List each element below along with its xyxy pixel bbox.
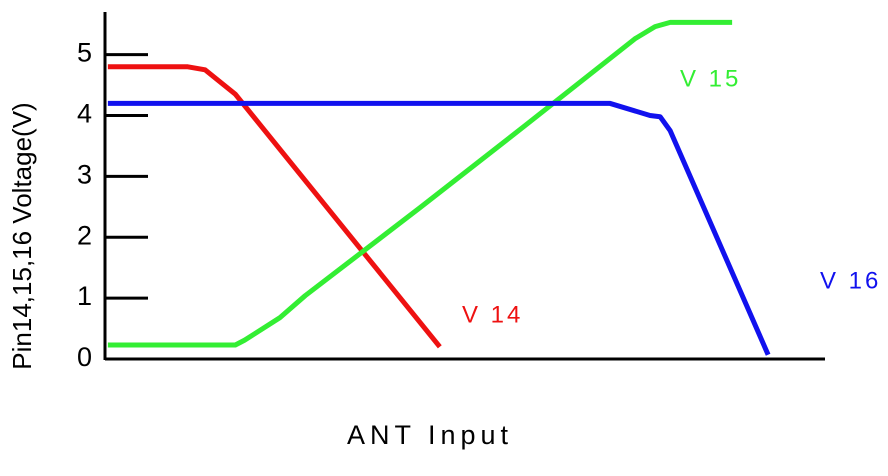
x-axis-label: ANT Input [347,420,513,450]
series-line [107,100,771,356]
y-tick-label: 2 [77,220,92,250]
y-tick-label: 1 [77,281,92,311]
y-tick-label: 0 [77,342,92,372]
series-line [107,19,733,348]
y-tick-label: 5 [77,38,92,68]
series-label: V 16 [820,267,881,294]
y-axis-label: Pin14,15,16 Voltage(V) [7,102,37,369]
series-line [107,64,442,349]
y-tick-label: 4 [77,99,92,129]
y-tick-label: 3 [77,159,92,189]
series-label: V 14 [462,301,523,328]
series-label: V 15 [680,65,741,92]
